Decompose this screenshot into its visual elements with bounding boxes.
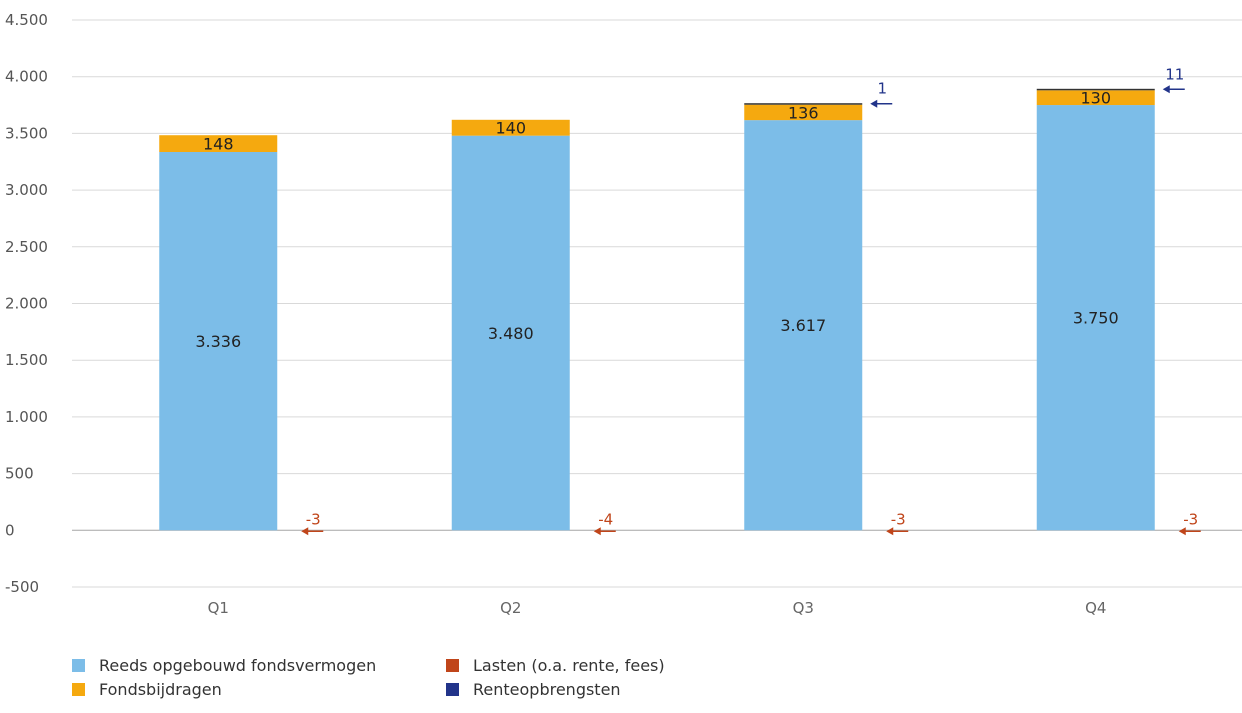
data-label-reeds-opgebouwd: 3.480 xyxy=(488,324,534,343)
bar-group-q4: 3.750 130 11 -3 xyxy=(1036,65,1201,536)
arrowhead-lasten xyxy=(593,527,601,536)
x-tick-label: Q3 xyxy=(793,599,814,617)
bar-group-q1: 3.336 148 -3 xyxy=(159,135,324,536)
data-label-fondsbijdragen: 130 xyxy=(1080,89,1111,108)
legend-swatch xyxy=(72,683,85,696)
y-tick-label: 3.000 xyxy=(5,181,48,199)
data-label-renteopbrengsten: 11 xyxy=(1165,65,1184,83)
data-label-fondsbijdragen: 140 xyxy=(495,119,526,138)
data-label-fondsbijdragen: 136 xyxy=(788,103,819,122)
bar-segment-reeds-opgebouwd xyxy=(1036,105,1155,531)
y-tick-label: 2.000 xyxy=(5,295,48,313)
data-label-fondsbijdragen: 148 xyxy=(203,135,234,154)
legend-swatch xyxy=(446,659,459,672)
bar-segment-fondsbijdragen xyxy=(1036,90,1155,106)
y-tick-label: 1.000 xyxy=(5,408,48,426)
bar-segment-renteopbrengsten xyxy=(744,103,863,105)
legend-label: Renteopbrengsten xyxy=(473,680,621,699)
data-label-lasten: -3 xyxy=(306,510,321,528)
legend-item-lasten: Lasten (o.a. rente, fees) xyxy=(446,656,665,675)
bar-group-q2: 3.480 140 -4 xyxy=(451,119,616,536)
bar-segment-reeds-opgebouwd xyxy=(451,135,570,531)
bar-segment-fondsbijdragen xyxy=(451,119,570,136)
bars: 3.336 148 -3 3.480 140 -4 3.617 136 1 -3 3.750 130 1… xyxy=(159,65,1201,536)
y-tick-label: 500 xyxy=(5,465,34,483)
y-tick-label: 4.000 xyxy=(5,68,48,86)
data-label-reeds-opgebouwd: 3.336 xyxy=(195,332,241,351)
data-label-lasten: -3 xyxy=(891,510,906,528)
legend-item-fondsbijdragen: Fondsbijdragen xyxy=(72,680,222,699)
legend-label: Lasten (o.a. rente, fees) xyxy=(473,656,665,675)
x-tick-label: Q1 xyxy=(208,599,229,617)
legend-label: Reeds opgebouwd fondsvermogen xyxy=(99,656,377,675)
y-tick-label: 3.500 xyxy=(5,124,48,142)
y-tick-label: 0 xyxy=(5,521,15,539)
legend: Reeds opgebouwd fondsvermogen Fondsbijdr… xyxy=(72,656,772,706)
y-tick-label: 4.500 xyxy=(5,11,48,29)
x-tick-label: Q2 xyxy=(500,599,521,617)
bar-segment-reeds-opgebouwd xyxy=(159,151,278,531)
arrowhead-renteopbrengsten xyxy=(870,99,878,108)
data-label-reeds-opgebouwd: 3.750 xyxy=(1073,309,1119,328)
y-tick-label: -500 xyxy=(5,578,39,596)
bar-segment-fondsbijdragen xyxy=(159,135,278,152)
arrowhead-renteopbrengsten xyxy=(1162,85,1170,94)
arrowhead-lasten xyxy=(301,527,309,536)
x-tick-label: Q4 xyxy=(1085,599,1106,617)
legend-item-reeds-opgebouwd: Reeds opgebouwd fondsvermogen xyxy=(72,656,376,675)
bar-segment-renteopbrengsten xyxy=(1036,88,1155,91)
legend-item-renteopbrengsten: Renteopbrengsten xyxy=(446,680,621,699)
legend-swatch xyxy=(72,659,85,672)
data-label-renteopbrengsten: 1 xyxy=(877,80,887,98)
arrowhead-lasten xyxy=(1178,527,1186,536)
data-label-lasten: -3 xyxy=(1183,510,1198,528)
arrowhead-lasten xyxy=(886,527,894,536)
bar-group-q3: 3.617 136 1 -3 xyxy=(744,80,909,536)
bar-segment-fondsbijdragen xyxy=(744,104,863,121)
legend-swatch xyxy=(446,683,459,696)
y-tick-label: 2.500 xyxy=(5,238,48,256)
legend-label: Fondsbijdragen xyxy=(99,680,222,699)
bar-segment-reeds-opgebouwd xyxy=(744,120,863,531)
x-axis: Q1 Q2 Q3 Q4 xyxy=(208,599,1107,617)
data-label-lasten: -4 xyxy=(598,510,613,528)
y-tick-label: 1.500 xyxy=(5,351,48,369)
y-axis: -500 0 500 1.000 1.500 2.000 2.500 3.000 3.500 4.… xyxy=(5,11,48,596)
data-label-reeds-opgebouwd: 3.617 xyxy=(780,316,826,335)
